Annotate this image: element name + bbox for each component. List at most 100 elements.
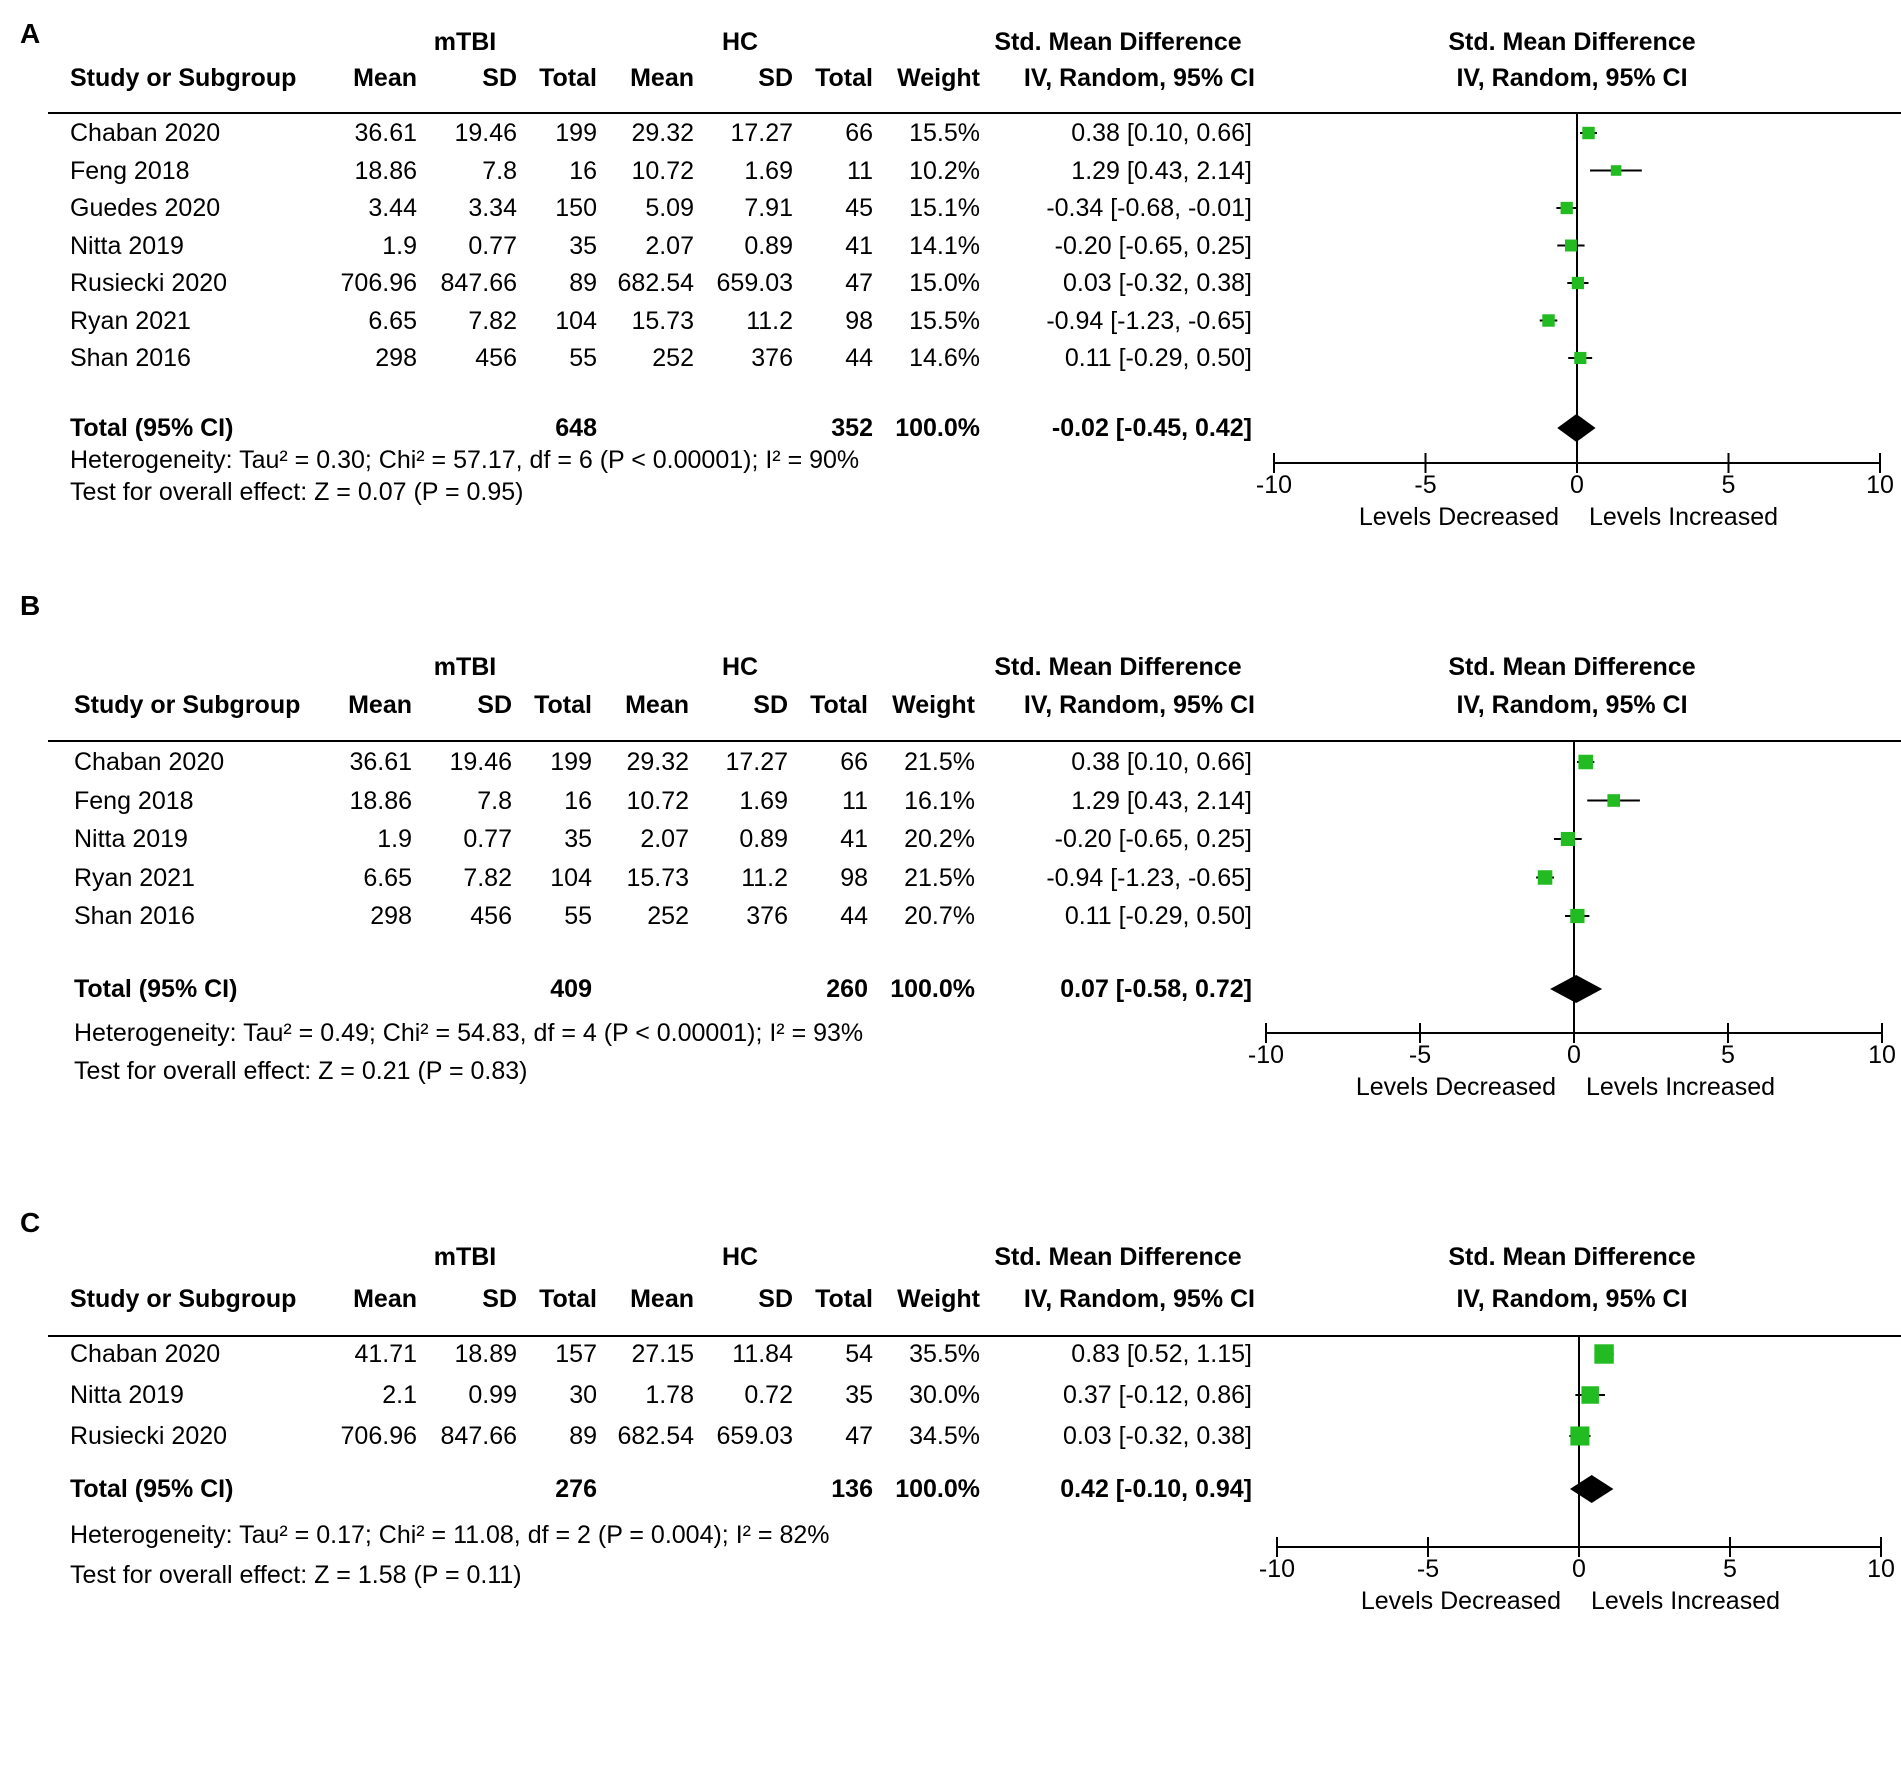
study-marker xyxy=(1571,276,1585,290)
summary-diamond xyxy=(1569,1475,1614,1503)
study-marker xyxy=(1581,1386,1599,1404)
study-ci: 0.38 [0.10, 0.66] xyxy=(1071,119,1252,147)
study-weight: 34.5% xyxy=(909,1422,980,1450)
col-header-study: Study or Subgroup xyxy=(74,691,301,719)
study-n1: 104 xyxy=(555,306,597,335)
study-marker xyxy=(1560,201,1573,215)
study-name: Rusiecki 2020 xyxy=(70,269,228,297)
col-header-5: SD xyxy=(758,1285,793,1313)
col-header-2: SD xyxy=(482,1285,517,1313)
group2-header: HC xyxy=(721,653,759,681)
x-tick-label: -5 xyxy=(1414,471,1436,499)
study-name: Shan 2016 xyxy=(74,902,195,930)
total-n1: 409 xyxy=(550,975,592,1003)
study-sd2: 17.27 xyxy=(725,748,788,776)
study-n1: 157 xyxy=(555,1340,597,1368)
study-weight: 30.0% xyxy=(909,1381,980,1409)
study-n1: 16 xyxy=(569,156,597,185)
study-marker xyxy=(1570,908,1585,924)
study-sd2: 11.2 xyxy=(746,306,793,335)
total-ci: 0.42 [-0.10, 0.94] xyxy=(1060,1475,1252,1503)
forest-plot: -10 -5 0 5 10 Levels Decreased Levels Increase… xyxy=(1259,1335,1895,1615)
group1-header: mTBI xyxy=(433,1243,497,1271)
study-weight: 14.1% xyxy=(909,231,980,260)
study-name: Chaban 2020 xyxy=(70,119,221,147)
study-m1: 36.61 xyxy=(354,119,417,147)
study-weight: 20.7% xyxy=(904,902,975,930)
study-marker xyxy=(1574,351,1587,365)
study-m2: 252 xyxy=(647,902,689,930)
study-n2: 45 xyxy=(845,194,873,222)
header-rule xyxy=(48,740,1901,742)
study-sd2: 11.84 xyxy=(732,1340,793,1368)
col-header-2: SD xyxy=(482,64,517,92)
study-sd1: 0.77 xyxy=(468,231,517,260)
forest-plot: -10 -5 0 5 10 Levels Decreased Levels Increase… xyxy=(1256,112,1894,531)
study-n2: 47 xyxy=(845,1422,873,1450)
col-header-study: Study or Subgroup xyxy=(70,1285,297,1313)
study-weight: 15.5% xyxy=(909,306,980,335)
col-header-1: Mean xyxy=(353,1285,417,1313)
col-header-3: Total xyxy=(539,64,597,92)
panel-label: C xyxy=(20,1207,41,1238)
study-n2: 11 xyxy=(842,786,868,815)
study-sd2: 659.03 xyxy=(716,1422,793,1450)
study-m1: 298 xyxy=(375,344,417,372)
study-n1: 35 xyxy=(564,825,592,853)
study-m1: 1.9 xyxy=(377,825,412,853)
study-n1: 35 xyxy=(569,231,597,260)
study-n2: 47 xyxy=(845,269,873,297)
xlabel-right: Levels Increased xyxy=(1586,1073,1775,1101)
total-weight: 100.0% xyxy=(895,1475,980,1503)
study-sd1: 847.66 xyxy=(440,1422,517,1450)
study-sd1: 3.34 xyxy=(468,194,517,222)
study-n2: 11 xyxy=(847,156,873,185)
plot-header-title: Std. Mean Difference xyxy=(1448,653,1696,681)
study-m2: 15.73 xyxy=(626,863,689,892)
study-weight: 21.5% xyxy=(904,863,975,892)
study-marker xyxy=(1607,794,1621,807)
total-n1: 648 xyxy=(555,414,597,442)
study-sd1: 0.77 xyxy=(463,825,512,853)
header-rule xyxy=(48,112,1901,114)
study-ci: 1.29 [0.43, 2.14] xyxy=(1071,786,1252,815)
study-m1: 18.86 xyxy=(349,786,412,815)
group1-header: mTBI xyxy=(433,28,497,56)
effect-header-title: Std. Mean Difference xyxy=(994,1243,1242,1271)
effect-header-title: Std. Mean Difference xyxy=(994,28,1242,56)
x-tick-label: 5 xyxy=(1722,471,1736,499)
study-marker xyxy=(1610,165,1622,176)
study-m2: 5.09 xyxy=(645,194,694,222)
study-ci: 0.11 [-0.29, 0.50] xyxy=(1064,902,1252,930)
study-sd2: 376 xyxy=(746,902,788,930)
study-n2: 41 xyxy=(845,231,873,260)
col-header-1: Mean xyxy=(348,691,412,719)
study-m1: 298 xyxy=(370,902,412,930)
study-name: Ryan 2021 xyxy=(70,306,191,335)
x-tick-label: -5 xyxy=(1417,1555,1439,1583)
study-n1: 104 xyxy=(550,863,592,892)
total-label: Total (95% CI) xyxy=(70,1475,234,1503)
study-ci: 0.03 [-0.32, 0.38] xyxy=(1062,269,1252,297)
effect-header-method: IV, Random, 95% CI xyxy=(1023,1285,1255,1313)
study-sd2: 7.91 xyxy=(744,194,793,222)
study-name: Feng 2018 xyxy=(74,786,194,815)
study-n1: 16 xyxy=(564,786,592,815)
study-ci: -0.20 [-0.65, 0.25] xyxy=(1054,825,1252,853)
effect-header-method: IV, Random, 95% CI xyxy=(1023,691,1255,719)
study-m1: 706.96 xyxy=(340,269,417,297)
study-marker xyxy=(1578,754,1593,770)
total-ci: -0.02 [-0.45, 0.42] xyxy=(1051,414,1252,442)
total-label: Total (95% CI) xyxy=(74,975,238,1003)
total-label: Total (95% CI) xyxy=(70,414,234,442)
plot-header-method: IV, Random, 95% CI xyxy=(1456,1285,1688,1313)
study-weight: 15.0% xyxy=(909,269,980,297)
study-n2: 66 xyxy=(840,748,868,776)
study-ci: 0.37 [-0.12, 0.86] xyxy=(1062,1381,1252,1409)
study-n2: 66 xyxy=(845,119,873,147)
study-m1: 706.96 xyxy=(340,1422,417,1450)
x-tick-label: 0 xyxy=(1572,1555,1586,1583)
study-name: Chaban 2020 xyxy=(74,748,225,776)
